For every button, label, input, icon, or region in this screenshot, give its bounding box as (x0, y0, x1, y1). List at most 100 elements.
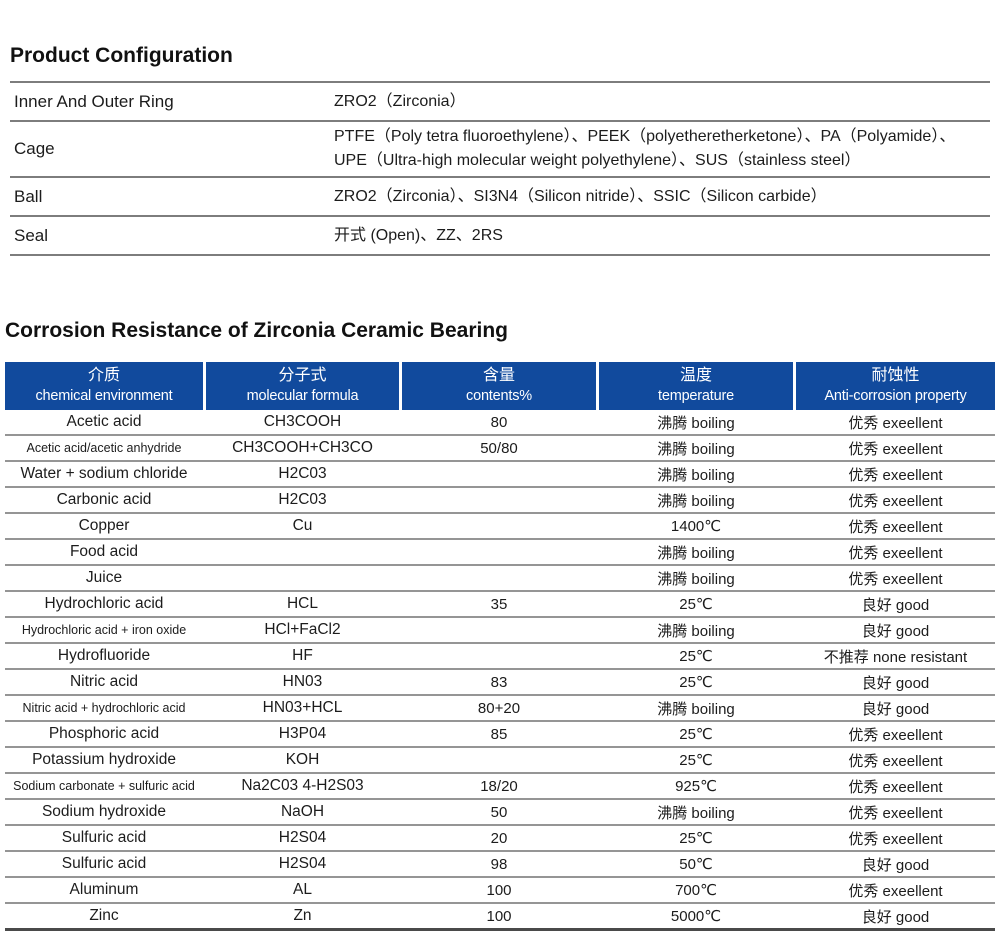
cell-contents: 100 (486, 881, 512, 899)
cell-temperature: 沸腾 boiling (657, 440, 735, 458)
cell-molecular-formula: CH3COOH (263, 413, 342, 430)
cell-temperature: 25℃ (679, 648, 713, 665)
cell-molecular-formula: CH3COOH+CH3CO (232, 439, 373, 456)
corrosion-header-cell: 介质 chemical environment (5, 362, 203, 410)
cell-molecular-formula: AL (293, 881, 312, 898)
cell-chemical-environment: Nitric acid (69, 673, 139, 690)
config-label: Ball (14, 186, 43, 206)
corrosion-table-row: Hydrofluoride HF 25℃ 不推荐 none resistant (5, 644, 995, 670)
corrosion-table-row: Carbonic acid H2C03 沸腾 boiling 优秀 exeell… (5, 488, 995, 514)
cell-molecular-formula: Zn (293, 907, 312, 924)
cell-anti-corrosion: 优秀 exeellent (848, 752, 943, 770)
corrosion-table-row: Water + sodium chloride H2C03 沸腾 boiling… (5, 462, 995, 488)
cell-temperature: 沸腾 boiling (657, 622, 735, 640)
cell-chemical-environment: Hydrochloric acid + iron oxide (21, 623, 187, 637)
cell-molecular-formula: HCl+FaCl2 (264, 621, 341, 638)
corrosion-resistance-title: Corrosion Resistance of Zirconia Ceramic… (5, 319, 508, 342)
cell-temperature: 沸腾 boiling (657, 570, 735, 588)
cell-chemical-environment: Hydrochloric acid (44, 595, 164, 612)
cell-chemical-environment: Juice (85, 569, 123, 586)
cell-contents: 80 (490, 413, 508, 431)
cell-chemical-environment: Water + sodium chloride (20, 465, 188, 482)
cell-anti-corrosion: 不推荐 none resistant (823, 648, 968, 666)
cell-anti-corrosion: 优秀 exeellent (848, 570, 943, 588)
cell-chemical-environment: Aluminum (69, 881, 139, 898)
cell-anti-corrosion: 优秀 exeellent (848, 830, 943, 848)
corrosion-table-row: Sodium carbonate + sulfuric acid Na2C03 … (5, 774, 995, 800)
corrosion-table-row: Juice 沸腾 boiling 优秀 exeellent (5, 566, 995, 592)
product-config-row: Seal 开式 (Open)、ZZ、2RS (10, 217, 990, 256)
cell-contents: 100 (486, 907, 512, 925)
cell-temperature: 沸腾 boiling (657, 414, 735, 432)
cell-temperature: 沸腾 boiling (657, 544, 735, 562)
header-label-zh: 介质 (87, 367, 120, 385)
cell-molecular-formula: HF (292, 647, 313, 664)
cell-anti-corrosion: 优秀 exeellent (848, 414, 943, 432)
corrosion-table-row: Sodium hydroxide NaOH 50 沸腾 boiling 优秀 e… (5, 800, 995, 826)
cell-anti-corrosion: 优秀 exeellent (848, 804, 943, 822)
cell-molecular-formula: H2S04 (278, 829, 327, 846)
cell-anti-corrosion: 良好 good (861, 908, 930, 926)
cell-chemical-environment: Copper (78, 517, 130, 534)
cell-anti-corrosion: 优秀 exeellent (848, 466, 943, 484)
cell-temperature: 沸腾 boiling (657, 466, 735, 484)
cell-temperature: 25℃ (679, 596, 713, 613)
cell-contents: 50/80 (480, 439, 518, 457)
cell-temperature: 5000℃ (670, 908, 722, 925)
cell-temperature: 700℃ (675, 882, 717, 899)
product-config-row: Ball ZRO2（Zirconia）、SI3N4（Silicon nitrid… (10, 178, 990, 217)
cell-temperature: 沸腾 boiling (657, 492, 735, 510)
corrosion-table-row: Potassium hydroxide KOH 25℃ 优秀 exeellent (5, 748, 995, 774)
header-label-en: chemical environment (35, 388, 173, 405)
corrosion-table-row: Phosphoric acid H3P04 85 25℃ 优秀 exeellen… (5, 722, 995, 748)
corrosion-table-row: Hydrochloric acid + iron oxide HCl+FaCl2… (5, 618, 995, 644)
header-label-zh: 含量 (482, 367, 515, 385)
product-configuration-section: Product Configuration Inner And Outer Ri… (10, 0, 990, 256)
cell-molecular-formula: H3P04 (278, 725, 327, 742)
header-label-en: contents% (466, 388, 532, 405)
cell-contents: 20 (490, 829, 508, 847)
cell-chemical-environment: Sodium hydroxide (41, 803, 167, 820)
header-label-zh: 耐蚀性 (871, 367, 920, 385)
cell-molecular-formula: H2C03 (278, 465, 327, 482)
cell-molecular-formula: Na2C03 4-H2S03 (241, 777, 364, 794)
corrosion-table-row: Acetic acid CH3COOH 80 沸腾 boiling 优秀 exe… (5, 410, 995, 436)
cell-anti-corrosion: 优秀 exeellent (848, 492, 943, 510)
cell-anti-corrosion: 优秀 exeellent (848, 882, 943, 900)
corrosion-table-body: Acetic acid CH3COOH 80 沸腾 boiling 优秀 exe… (5, 410, 995, 931)
cell-anti-corrosion: 优秀 exeellent (848, 778, 943, 796)
cell-temperature: 1400℃ (670, 518, 722, 535)
cell-contents: 85 (490, 725, 508, 743)
corrosion-header-cell: 耐蚀性 Anti-corrosion property (796, 362, 995, 410)
cell-chemical-environment: Hydrofluoride (57, 647, 151, 664)
cell-molecular-formula: HN03+HCL (262, 699, 343, 716)
cell-molecular-formula: NaOH (280, 803, 325, 820)
cell-anti-corrosion: 优秀 exeellent (848, 726, 943, 744)
cell-molecular-formula: H2C03 (278, 491, 327, 508)
config-value: PTFE（Poly tetra fluoroethylene）、PEEK（pol… (334, 128, 956, 169)
cell-temperature: 925℃ (675, 778, 717, 795)
product-config-row: Cage PTFE（Poly tetra fluoroethylene）、PEE… (10, 122, 990, 178)
corrosion-table-row: Sulfuric acid H2S04 98 50℃ 良好 good (5, 852, 995, 878)
config-value: ZRO2（Zirconia）、SI3N4（Silicon nitride）、SS… (334, 187, 827, 205)
corrosion-resistance-section: Corrosion Resistance of Zirconia Ceramic… (5, 256, 995, 931)
cell-anti-corrosion: 良好 good (861, 700, 930, 718)
cell-contents: 50 (490, 803, 508, 821)
cell-temperature: 沸腾 boiling (657, 700, 735, 718)
cell-contents: 35 (490, 595, 508, 613)
cell-anti-corrosion: 优秀 exeellent (848, 544, 943, 562)
config-value: ZRO2（Zirconia） (334, 92, 466, 110)
cell-chemical-environment: Phosphoric acid (48, 725, 160, 742)
cell-anti-corrosion: 良好 good (861, 674, 930, 692)
product-config-row: Inner And Outer Ring ZRO2（Zirconia） (10, 83, 990, 122)
corrosion-header-cell: 含量 contents% (402, 362, 596, 410)
config-label: Seal (14, 225, 49, 245)
corrosion-table-row: Acetic acid/acetic anhydride CH3COOH+CH3… (5, 436, 995, 462)
corrosion-table-row: Food acid 沸腾 boiling 优秀 exeellent (5, 540, 995, 566)
cell-contents: 98 (490, 855, 508, 873)
cell-anti-corrosion: 优秀 exeellent (848, 440, 943, 458)
cell-chemical-environment: Sodium carbonate + sulfuric acid (13, 779, 195, 793)
corrosion-table: 介质 chemical environment 分子式 molecular fo… (5, 362, 995, 931)
config-value: 开式 (Open)、ZZ、2RS (334, 226, 503, 244)
header-label-en: temperature (658, 388, 734, 405)
